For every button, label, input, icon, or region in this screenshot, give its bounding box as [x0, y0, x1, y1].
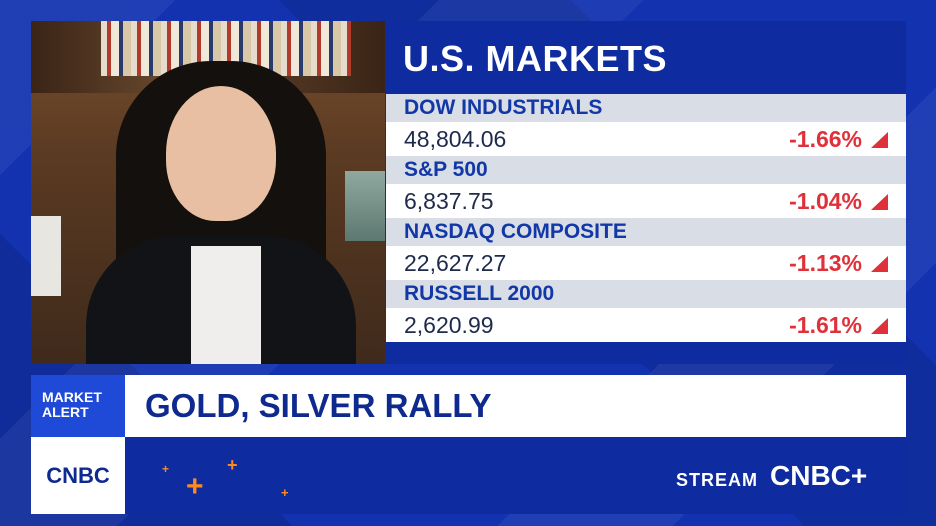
plus-icon: + [281, 485, 289, 500]
market-change: -1.13% [789, 250, 862, 276]
person-face [166, 86, 276, 221]
market-value: 22,627.27 [404, 250, 507, 276]
plus-icon: + [186, 470, 204, 503]
market-name: S&P 500 [386, 156, 906, 184]
plus-icon: + [227, 455, 238, 475]
market-row: 22,627.27 -1.13% [386, 246, 906, 280]
bottom-bar [125, 437, 906, 514]
market-value: 2,620.99 [404, 312, 494, 338]
plus-icon: + [162, 462, 170, 476]
market-row: 48,804.06 -1.66% [386, 122, 906, 156]
triangle-icon [871, 132, 888, 148]
cnbc-plus-logo: CNBC+ [770, 460, 868, 491]
alert-line-1: MARKET [42, 389, 102, 405]
card [31, 216, 61, 296]
market-name: RUSSELL 2000 [386, 280, 906, 308]
triangle-icon [871, 318, 888, 334]
stream-label: STREAM [676, 470, 758, 490]
market-change: -1.04% [789, 188, 862, 214]
window [345, 171, 385, 241]
video-feed [31, 21, 385, 364]
triangle-icon [871, 256, 888, 272]
market-row: 6,837.75 -1.04% [386, 184, 906, 218]
market-name: DOW INDUSTRIALS [386, 94, 906, 122]
market-value: 6,837.75 [404, 188, 494, 214]
alert-line-2: ALERT [42, 404, 89, 420]
market-change: -1.61% [789, 312, 862, 338]
market-name: NASDAQ COMPOSITE [386, 218, 906, 246]
market-alert-badge: MARKET ALERT [31, 375, 125, 437]
logo-text: CNBC [46, 463, 110, 488]
panel-title: U.S. MARKETS [403, 38, 668, 79]
cnbc-logo: CNBC [31, 437, 125, 514]
market-value: 48,804.06 [404, 126, 507, 152]
person-shirt [191, 246, 261, 364]
market-change: -1.66% [789, 126, 862, 152]
triangle-icon [871, 194, 888, 210]
market-row: 2,620.99 -1.61% [386, 308, 906, 342]
headline: GOLD, SILVER RALLY [125, 375, 906, 437]
